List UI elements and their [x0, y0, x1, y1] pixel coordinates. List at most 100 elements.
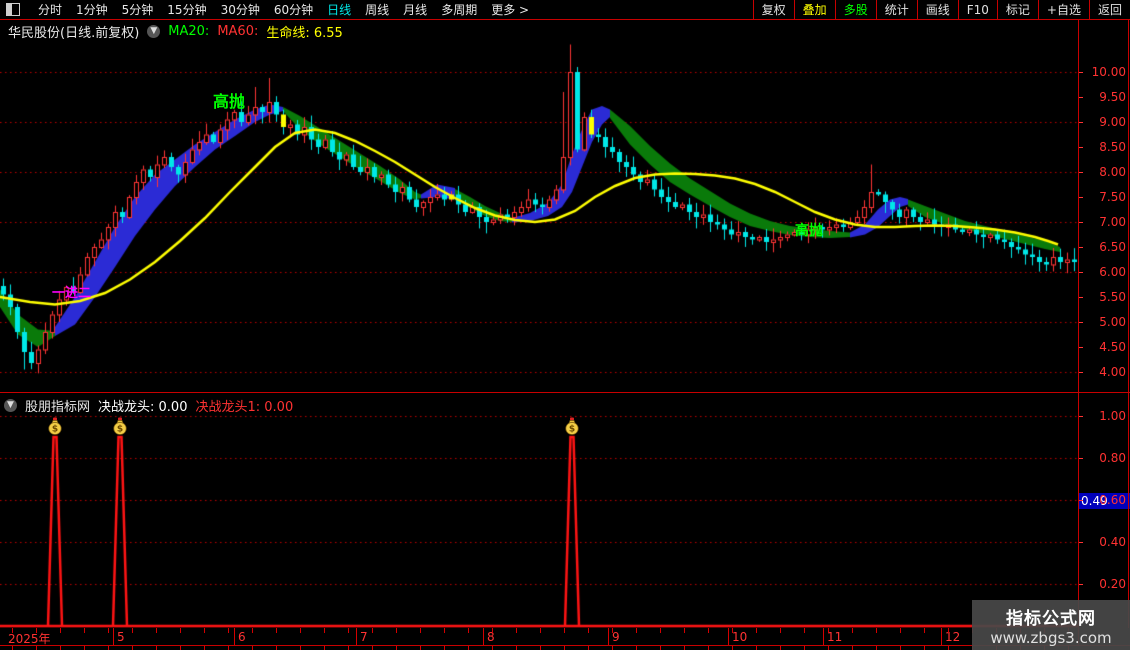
period-item-5分钟[interactable]: 5分钟 [121, 3, 154, 17]
axis-frame-line [1078, 19, 1079, 645]
period-item-分时[interactable]: 分时 [38, 3, 63, 17]
indicator-tick-mark [1078, 542, 1083, 543]
indicator-tick-label: 0.40 [1099, 535, 1126, 549]
next-pane-tick [84, 646, 85, 650]
week-tick [84, 628, 85, 633]
month-label-5: 5 [117, 630, 125, 644]
toolbar-button-叠加[interactable]: 叠加 [795, 0, 836, 19]
indicator-legend-决战龙头1000: 决战龙头1: 0.00 [195, 400, 294, 415]
price-tick-label: 10.00 [1091, 65, 1126, 79]
next-pane-tick [732, 646, 733, 650]
chevron-down-icon[interactable]: ▼ [4, 399, 17, 412]
next-pane-tick [708, 646, 709, 650]
money-bag-icon: $ [112, 417, 128, 435]
week-tick [444, 628, 445, 633]
indicator-tick-label: 1.00 [1099, 409, 1126, 423]
indicator-chart-canvas[interactable] [0, 393, 1078, 628]
price-tick-mark [1078, 222, 1083, 223]
toolbar-button-返回[interactable]: 返回 [1097, 3, 1122, 17]
next-pane-tick [468, 646, 469, 650]
next-pane-tick [300, 646, 301, 650]
next-pane-tick [444, 646, 445, 650]
week-tick [564, 628, 565, 633]
week-tick [36, 628, 37, 633]
toolbar-button-+自选[interactable]: +自选 [1039, 0, 1090, 19]
period-item-更多 >[interactable]: 更多 > [491, 3, 530, 17]
week-tick [324, 628, 325, 633]
date-axis: 2025年 5 6 7 8 9 10 11 12 [0, 628, 1130, 646]
next-pane-tick [924, 646, 925, 650]
price-tick-label: 6.00 [1099, 265, 1126, 279]
week-tick [300, 628, 301, 633]
indicator-legend-决战龙头000: 决战龙头: 0.00 [98, 400, 188, 415]
period-item-多周期[interactable]: 多周期 [441, 3, 478, 17]
week-tick [12, 628, 13, 633]
price-tick-mark [1078, 372, 1083, 373]
week-tick [228, 628, 229, 633]
current-value-badge: 0.49 [1079, 493, 1130, 509]
week-tick [420, 628, 421, 633]
next-pane-edge [0, 646, 1130, 650]
split-window-icon[interactable] [6, 3, 20, 16]
next-pane-tick [900, 646, 901, 650]
period-item-15分钟[interactable]: 15分钟 [167, 3, 207, 17]
chevron-down-icon[interactable]: ▼ [147, 25, 161, 38]
toolbar-button-画线[interactable]: 画线 [918, 0, 959, 19]
period-item-周线[interactable]: 周线 [365, 3, 390, 17]
period-item-30分钟[interactable]: 30分钟 [220, 3, 260, 17]
toolbar-button-F10[interactable]: F10 [959, 0, 998, 19]
month-tick [113, 628, 114, 645]
legend-MA60: MA60: [217, 24, 259, 39]
month-tick [608, 628, 609, 645]
month-label-8: 8 [487, 630, 495, 644]
week-tick [876, 628, 877, 633]
next-pane-tick [804, 646, 805, 650]
month-tick [483, 628, 484, 645]
next-pane-tick [876, 646, 877, 650]
right-frame-line [1128, 19, 1129, 628]
next-pane-tick [180, 646, 181, 650]
month-label-7: 7 [360, 630, 368, 644]
week-tick [132, 628, 133, 633]
next-pane-tick [420, 646, 421, 650]
site-watermark: 指标公式网 www.zbgs3.com [972, 600, 1130, 650]
period-item-1分钟[interactable]: 1分钟 [76, 3, 108, 17]
next-pane-tick [540, 646, 541, 650]
price-tick-mark [1078, 297, 1083, 298]
price-tick-mark [1078, 72, 1083, 73]
week-tick [684, 628, 685, 633]
period-item-60分钟[interactable]: 60分钟 [273, 3, 314, 17]
watermark-url: www.zbgs3.com [990, 628, 1112, 647]
candlestick-chart-canvas[interactable] [0, 19, 1078, 392]
week-tick [396, 628, 397, 633]
week-tick [660, 628, 661, 633]
period-item-日线[interactable]: 日线 [327, 3, 352, 17]
toolbar-button-多股[interactable]: 多股 [836, 0, 877, 19]
next-pane-tick [852, 646, 853, 650]
watermark-title: 指标公式网 [1006, 608, 1096, 629]
period-menu: 分时 1分钟 5分钟 15分钟 30分钟 60分钟 日线 周线 月线 多周期 更多 > [0, 1, 753, 18]
indicator-tick-label: 0.80 [1099, 451, 1126, 465]
next-pane-tick [828, 646, 829, 650]
toolbar-button-统计[interactable]: 统计 [877, 0, 918, 19]
week-tick [852, 628, 853, 633]
price-tick-mark [1078, 197, 1083, 198]
year-label: 2025年 [8, 632, 51, 646]
week-tick [708, 628, 709, 633]
money-bag-icon: $ [47, 417, 63, 435]
svg-text:$: $ [117, 425, 123, 435]
week-tick [804, 628, 805, 633]
next-pane-tick [12, 646, 13, 650]
next-pane-tick [204, 646, 205, 650]
price-tick-label: 6.50 [1099, 240, 1126, 254]
toolbar-button-标记[interactable]: 标记 [998, 0, 1039, 19]
next-pane-tick [492, 646, 493, 650]
period-item-月线[interactable]: 月线 [403, 3, 428, 17]
month-label-9: 9 [612, 630, 620, 644]
month-tick [234, 628, 235, 645]
toolbar-button-复权[interactable]: 复权 [754, 0, 795, 19]
indicator-tick-mark [1078, 584, 1083, 585]
next-pane-tick [228, 646, 229, 650]
week-tick [588, 628, 589, 633]
